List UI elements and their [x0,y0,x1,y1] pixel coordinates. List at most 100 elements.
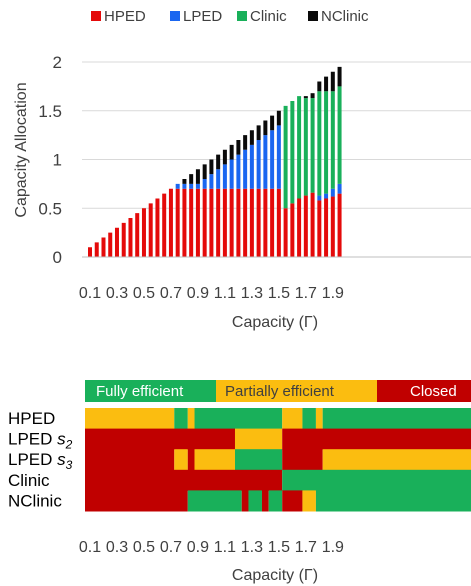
legend-item-hped: HPED [91,8,146,25]
bar-hped-segment [108,232,113,257]
bar-lped-segment [216,169,221,189]
bar-hped-segment [330,196,335,257]
bar-hped-segment [101,237,106,257]
bar-lped-segment [324,193,329,199]
bar-hped-segment [135,213,140,257]
bar-x-axis-label: Capacity (Γ) [232,314,318,331]
y-tick-label: 0.5 [38,199,62,218]
status-legend-fully-efficient-box [85,380,216,402]
bar-lped-segment [229,159,234,189]
heatmap-cell-fully-efficient [194,408,283,430]
bar-hped-segment [182,188,187,257]
bar-hped-segment [337,193,342,257]
bar-clinic-segment [324,91,329,194]
heatmap-cell-closed [261,490,269,512]
x-tick-label: 0.1 [79,539,101,556]
bar-lped-segment [209,174,214,189]
bar-lped-segment [276,125,281,189]
bar-nclinic-segment [222,149,227,165]
heatmap-cell-partially-efficient [187,408,195,430]
bar-hped-segment [168,188,173,257]
bar-hped-segment [317,200,322,257]
status-legend-partially-efficient: Partially efficient [225,383,335,400]
heatmap-cell-fully-efficient [268,490,283,512]
heatmap-cell-fully-efficient [322,408,471,430]
legend-item-lped: LPED [170,8,222,25]
bar-legend: HPED LPED Clinic NClinic [91,8,369,25]
bar-hped-segment [310,192,315,257]
heatmap-cell-fully-efficient [187,490,242,512]
row-label-italic: s [57,430,66,449]
bar-nclinic-segment [330,71,335,92]
bar-nclinic-segment [229,144,234,160]
bar-nclinic-segment [249,130,254,145]
legend-swatch-hped [91,11,101,21]
bar-clinic-segment [297,96,302,199]
bar-hped-segment [243,188,248,257]
bar-nclinic-segment [276,110,281,126]
bar-nclinic-segment [209,159,214,175]
heatmap-cell-closed [85,469,283,491]
heatmap-cell-closed [85,449,175,471]
bar-hped-segment [148,203,153,257]
bar-hped-segment [162,193,167,257]
legend-label-clinic: Clinic [250,8,287,25]
bar-hped-segment [209,188,214,257]
legend-label-hped: HPED [104,8,146,25]
heatmap-cell-partially-efficient [302,490,316,512]
bar-hped-segment [256,188,261,257]
bar-lped-segment [270,130,275,189]
bar-hped-segment [121,222,126,257]
x-tick-label: 0.7 [160,285,182,302]
heatmap-cell-fully-efficient [174,408,188,430]
heatmap-cell-closed [187,449,195,471]
x-tick-label: 1.7 [295,285,317,302]
status-heatmap [85,408,471,512]
heatmap-cell-partially-efficient [85,408,175,430]
bar-hped-segment [249,188,254,257]
bar-lped-segment [317,195,322,201]
legend-label-nclinic: NClinic [321,8,369,25]
status-legend-closed-box [377,380,471,402]
x-tick-label: 1.5 [268,285,290,302]
y-tick-label: 1 [53,151,62,170]
heatmap-x-axis-label: Capacity (Γ) [232,567,318,584]
heatmap-cell-closed [282,428,471,450]
heatmap-cell-partially-efficient [194,449,235,471]
bar-hped-segment [155,198,160,257]
bar-nclinic-segment [216,154,221,170]
row-label-subscript: 2 [65,438,73,452]
x-tick-label: 1.9 [322,539,344,556]
bar-lped-segment [222,164,227,189]
x-tick-label: 0.1 [79,285,101,302]
bar-nclinic-segment [236,140,241,155]
bar-nclinic-segment [202,164,207,179]
heatmap-cell-partially-efficient [174,449,188,471]
legend-item-nclinic: NClinic [308,8,369,25]
heatmap-cell-closed [85,490,188,512]
x-tick-label: 0.3 [106,539,128,556]
bar-nclinic-segment [256,125,261,140]
x-tick-label: 0.9 [187,285,209,302]
bar-lped-segment [202,179,207,189]
bar-lped-segment [330,188,335,197]
bar-clinic-segment [330,91,335,189]
bar-lped-segment [263,135,268,189]
bar-hped-segment [128,218,133,257]
bar-x-tick-labels: 0.1 0.3 0.5 0.7 0.9 1.1 1.3 1.5 1.7 1.9 [79,285,344,302]
heatmap-row-label: Clinic [8,471,50,490]
heatmap-cell-partially-efficient [322,449,471,471]
bar-clinic-segment [283,105,288,209]
bar-hped-segment [216,188,221,257]
bar-clinic-segment [290,101,295,204]
heatmap-cell-partially-efficient [234,428,283,450]
bar-hped-segment [276,188,281,257]
bar-hped-segment [303,195,308,257]
bar-hped-segment [263,188,268,257]
heatmap-cell-closed [282,449,323,471]
x-tick-label: 1.9 [322,285,344,302]
heatmap-cell-closed [282,490,303,512]
bar-hped-segment [222,188,227,257]
bar-lped-segment [256,140,261,189]
